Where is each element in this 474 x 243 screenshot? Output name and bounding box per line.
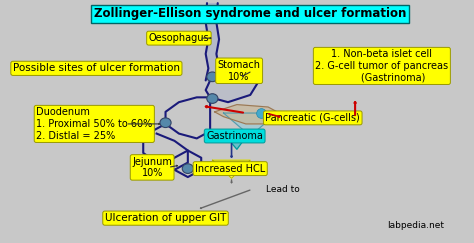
Text: Ulceration of upper GIT: Ulceration of upper GIT — [105, 213, 226, 223]
Text: Zollinger-Ellison syndrome and ulcer formation: Zollinger-Ellison syndrome and ulcer for… — [94, 8, 407, 20]
Polygon shape — [224, 113, 277, 136]
Text: Jejunum
10%: Jejunum 10% — [132, 156, 172, 178]
Text: 1. Non-beta islet cell
2. G-cell tumor of pancreas
       (Gastrinoma): 1. Non-beta islet cell 2. G-cell tumor o… — [315, 49, 448, 83]
Text: Pancreatic (G-cells): Pancreatic (G-cells) — [265, 113, 360, 123]
Text: Gastrinoma: Gastrinoma — [206, 131, 263, 141]
Ellipse shape — [160, 118, 171, 128]
Ellipse shape — [207, 94, 218, 103]
Ellipse shape — [182, 164, 193, 174]
Polygon shape — [206, 68, 259, 102]
Text: Possible sites of ulcer formation: Possible sites of ulcer formation — [13, 63, 180, 73]
Polygon shape — [212, 160, 250, 178]
Text: Increased HCL: Increased HCL — [195, 164, 265, 174]
Text: Duodenum
1. Proximal 50% to 60%
2. Distlal = 25%: Duodenum 1. Proximal 50% to 60% 2. Distl… — [36, 107, 153, 140]
Text: Lead to: Lead to — [266, 185, 300, 194]
Text: Oesophagus: Oesophagus — [149, 33, 209, 43]
Text: labpedia.net: labpedia.net — [387, 221, 444, 230]
Text: Stomach
10%: Stomach 10% — [218, 60, 261, 82]
Polygon shape — [221, 131, 250, 149]
Ellipse shape — [207, 72, 218, 82]
Polygon shape — [215, 104, 286, 124]
